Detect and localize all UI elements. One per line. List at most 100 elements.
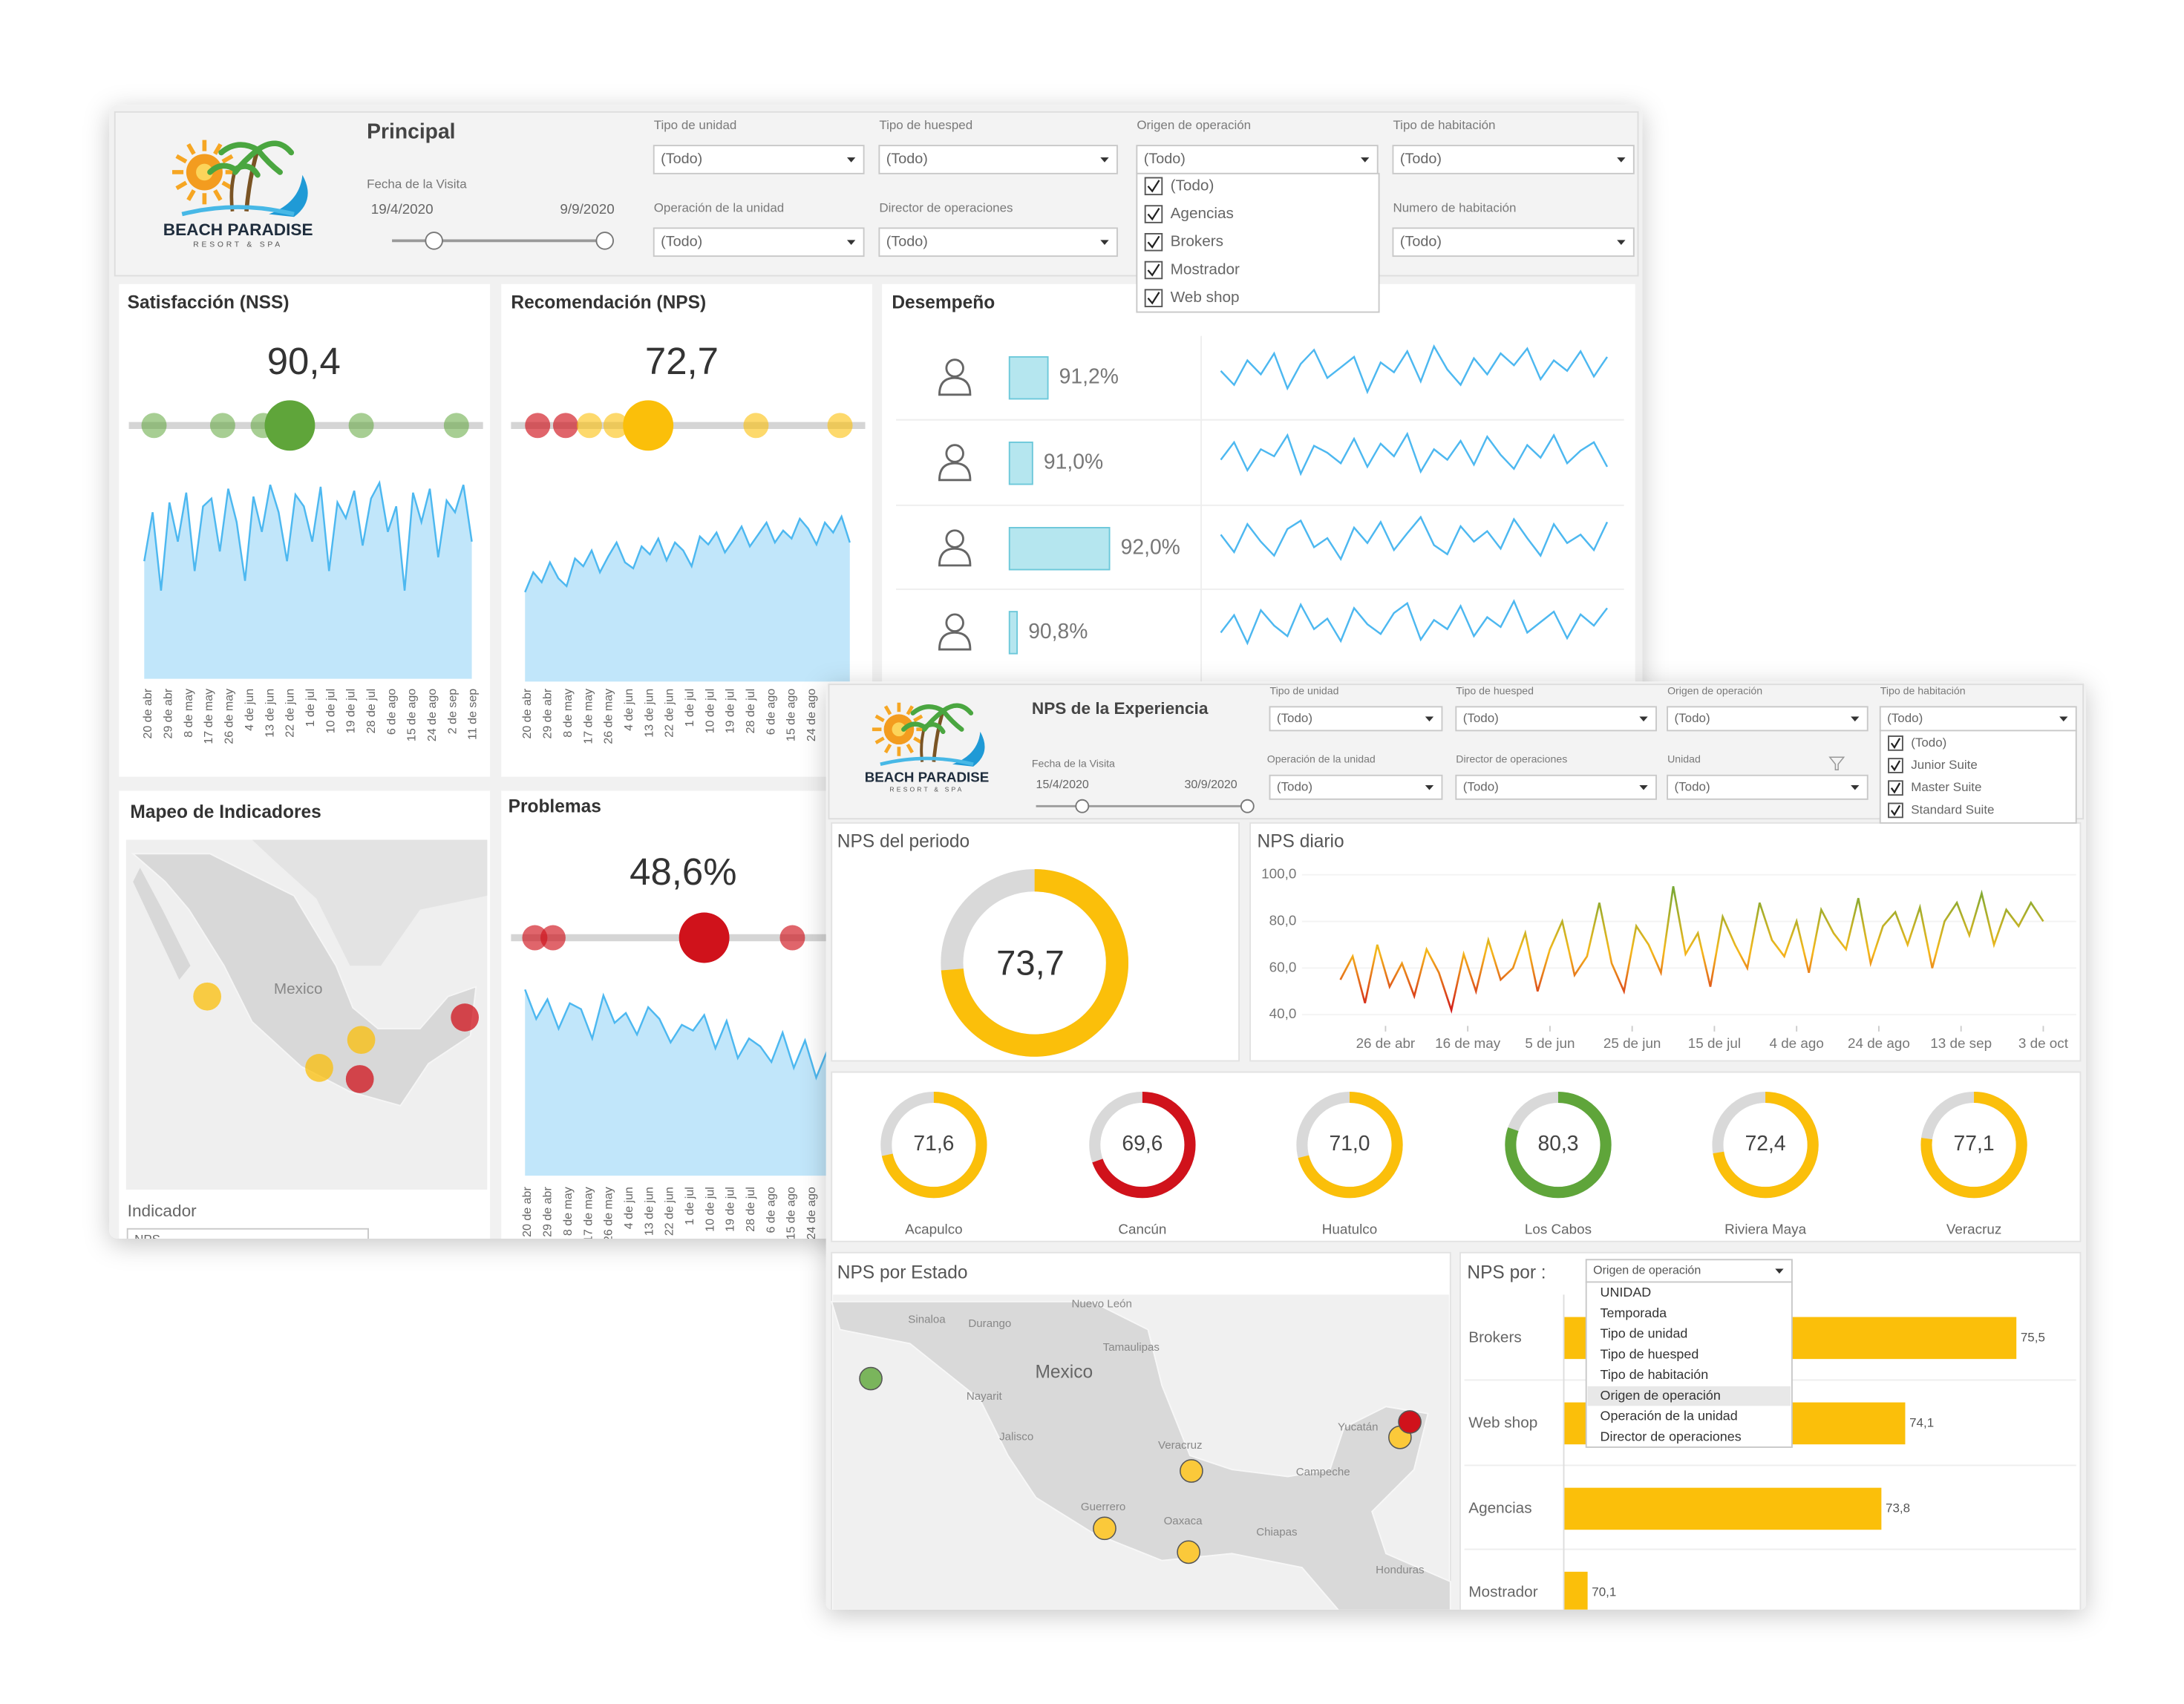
dropdown-option[interactable]: Tipo de habitación xyxy=(1601,1367,1709,1382)
dot xyxy=(209,413,235,439)
panel xyxy=(882,284,1635,704)
dropdown-option[interactable]: Tipo de unidad xyxy=(1601,1326,1688,1341)
filter-label: Tipo de huesped xyxy=(1456,684,1534,696)
dropdown-option[interactable]: Origen de operación xyxy=(1601,1388,1721,1403)
list-item: Junior Suite xyxy=(1911,758,1978,772)
dropdown[interactable] xyxy=(653,227,865,258)
logo-sun-core xyxy=(892,722,906,737)
gauge-value: 69,6 xyxy=(1122,1131,1163,1155)
icon-part xyxy=(938,547,972,567)
dropdown[interactable] xyxy=(1879,706,2077,732)
dropdown[interactable] xyxy=(653,145,865,174)
gauge-arc xyxy=(1920,1091,2027,1199)
map-land xyxy=(830,1300,1451,1610)
dropdown-value: (Todo) xyxy=(661,233,702,249)
checkbox[interactable] xyxy=(1144,289,1163,307)
indicator-label: Indicador xyxy=(128,1202,197,1220)
dropdown[interactable] xyxy=(878,227,1118,258)
list-item: Web shop xyxy=(1171,289,1240,306)
filter-icon[interactable] xyxy=(1828,756,1845,770)
dropdown-option[interactable]: Operación de la unidad xyxy=(1601,1409,1738,1423)
date-end: 9/9/2020 xyxy=(560,201,614,217)
checkbox[interactable] xyxy=(1144,177,1163,196)
list-item: (Todo) xyxy=(1911,735,1946,750)
panel-title: Problemas xyxy=(509,797,601,817)
dropdown[interactable] xyxy=(1269,774,1443,800)
value-label: 73,8 xyxy=(1886,1501,1910,1515)
filter-label: Tipo de habitación xyxy=(1393,118,1495,132)
dropdown-option[interactable]: Director de operaciones xyxy=(1601,1429,1742,1444)
checkbox[interactable] xyxy=(1888,758,1903,773)
checkbox[interactable] xyxy=(1144,205,1163,223)
icon-part xyxy=(938,631,972,651)
icon-part xyxy=(945,529,964,548)
dropdown-value: (Todo) xyxy=(1400,151,1442,167)
logo-frond xyxy=(941,703,974,715)
dropdown-value: (Todo) xyxy=(1400,233,1442,249)
dropdown-value: NPS xyxy=(134,1232,160,1246)
dropdown[interactable] xyxy=(1455,774,1657,800)
gauge-arc xyxy=(880,1091,987,1199)
gauge-value: 71,0 xyxy=(1329,1131,1370,1155)
slider-handle[interactable] xyxy=(595,232,614,250)
x-tick-label: 20 de abr xyxy=(141,688,154,738)
x-tick-label: 8 de may xyxy=(561,689,575,738)
gauge-value: 71,6 xyxy=(913,1131,954,1155)
dot xyxy=(348,413,374,439)
x-tick-label: 22 de jun xyxy=(284,689,297,738)
dot xyxy=(827,413,853,439)
x-tick-label: 17 de may xyxy=(202,689,215,744)
dot xyxy=(743,413,769,439)
dropdown[interactable] xyxy=(1667,706,1869,732)
dropdown[interactable] xyxy=(1455,706,1657,732)
checkbox[interactable] xyxy=(1888,780,1903,796)
logo-ray xyxy=(221,154,234,164)
checkbox[interactable] xyxy=(1144,260,1163,280)
dropdown[interactable] xyxy=(1667,774,1869,800)
logo-frond xyxy=(922,722,946,735)
checkbox[interactable] xyxy=(1888,802,1903,819)
dropdown[interactable] xyxy=(1269,706,1443,732)
dropdown[interactable] xyxy=(878,145,1118,174)
bar-label: 91,2% xyxy=(1059,364,1119,388)
x-tick-label: 15 de ago xyxy=(785,1187,798,1239)
dot xyxy=(603,413,629,439)
map-land xyxy=(133,868,191,980)
map-dot xyxy=(1180,1459,1203,1483)
checkbox[interactable] xyxy=(1888,735,1903,751)
category-label: Agencias xyxy=(1468,1499,1531,1516)
dropdown-option[interactable]: Temporada xyxy=(1601,1305,1667,1320)
dropdown-arrow xyxy=(1851,716,1860,722)
logo-ray xyxy=(186,189,196,201)
dropdown[interactable] xyxy=(1136,145,1379,174)
dropdown[interactable] xyxy=(1392,227,1635,258)
dropdown-option[interactable]: UNIDAD xyxy=(1601,1285,1652,1300)
slider-handle[interactable] xyxy=(1075,799,1090,813)
sparkline xyxy=(1220,431,1609,476)
logo-ray xyxy=(213,142,223,155)
x-tick-label: 26 de may xyxy=(602,1187,615,1242)
slider-handle[interactable] xyxy=(425,232,443,250)
dropdown[interactable] xyxy=(1392,145,1635,174)
x-tick-label: 29 de abr xyxy=(162,688,175,738)
dropdown[interactable] xyxy=(126,1228,369,1254)
dropdown-option[interactable]: Tipo de huesped xyxy=(1601,1346,1699,1361)
dropdown-value: (Todo) xyxy=(1463,779,1499,793)
gauge-value: 77,1 xyxy=(1954,1131,1995,1155)
x-tick-label: 25 de jun xyxy=(1603,1035,1661,1051)
panel xyxy=(501,284,872,777)
y-tick-label: 40,0 xyxy=(1269,1006,1297,1021)
slider-handle[interactable] xyxy=(1240,799,1255,813)
checkbox[interactable] xyxy=(1144,232,1163,252)
checkmark xyxy=(1147,208,1160,221)
map-dot xyxy=(859,1366,883,1391)
dropdown-list xyxy=(1585,1281,1793,1448)
value-label: 75,5 xyxy=(2021,1330,2045,1344)
x-tick-label: 10 de jul xyxy=(324,689,337,734)
dropdown[interactable] xyxy=(1585,1259,1793,1283)
sparkline xyxy=(1220,599,1608,646)
dropdown-value: (Todo) xyxy=(1887,711,1923,725)
map-label: Yucatán xyxy=(1338,1421,1379,1434)
map-label: Mexico xyxy=(1035,1362,1093,1382)
